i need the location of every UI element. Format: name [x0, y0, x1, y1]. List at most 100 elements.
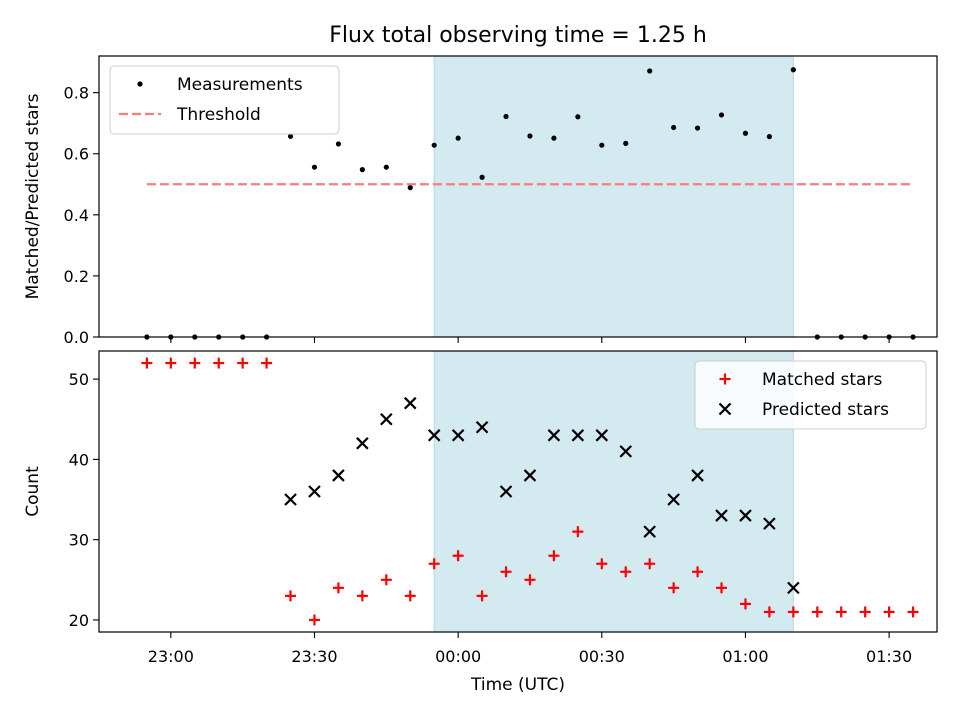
plot-frame	[98, 350, 938, 633]
x-marker-b	[356, 437, 369, 450]
y-tick-label: 0.2	[64, 267, 89, 286]
data-point	[407, 185, 413, 191]
data-point	[359, 167, 365, 173]
legend: Matched stars Predicted stars	[694, 360, 927, 430]
plus-marker	[835, 606, 847, 618]
x-marker	[475, 420, 489, 434]
x-marker-b	[763, 517, 776, 530]
legend-label: Measurements	[177, 75, 303, 95]
plus-marker	[787, 606, 799, 618]
data-point	[455, 135, 461, 141]
plot-frame	[98, 55, 938, 338]
data-point	[479, 174, 485, 180]
series-measurements	[144, 67, 916, 340]
series-matched-stars	[141, 357, 919, 626]
y-tick-label: 20	[69, 611, 89, 630]
x-axis-label: Time (UTC)	[470, 675, 565, 695]
plus-marker	[524, 574, 536, 586]
x-tick-label: 01:00	[722, 647, 768, 666]
legend-box	[109, 65, 340, 135]
plus-marker	[141, 357, 153, 369]
y-tick-label: 30	[69, 531, 89, 550]
y-tick-label: 0.8	[64, 84, 89, 103]
legend-dot-swatch	[137, 81, 143, 87]
x-marker	[787, 581, 800, 595]
data-point	[623, 140, 629, 146]
x-marker-b	[427, 429, 441, 442]
x-marker-b	[284, 493, 297, 506]
plus-marker	[452, 550, 464, 562]
x-marker	[499, 485, 513, 498]
x-marker	[571, 429, 585, 442]
plus-marker	[620, 566, 632, 578]
plus-marker	[548, 550, 560, 562]
data-point	[742, 130, 749, 136]
legend-label: Predicted stars	[762, 400, 889, 420]
y-tick-label: 0.4	[64, 206, 89, 225]
legend-label: Matched stars	[762, 370, 882, 390]
x-marker	[547, 429, 561, 442]
data-point	[766, 134, 773, 140]
x-marker-b	[643, 525, 656, 538]
x-marker-b	[380, 412, 393, 426]
y-axis-label: Count	[23, 466, 43, 517]
plus-marker	[332, 582, 344, 594]
y-tick-label: 40	[69, 450, 89, 469]
legend-label: Threshold	[176, 105, 261, 125]
plus-marker	[572, 526, 584, 538]
chart-title: Flux total observing time = 1.25 h	[329, 23, 707, 48]
x-marker	[308, 485, 321, 498]
x-marker-b	[451, 429, 465, 442]
data-point	[694, 125, 701, 131]
x-marker-b	[571, 429, 585, 442]
data-point	[671, 124, 677, 131]
x-marker	[380, 412, 393, 426]
data-point	[335, 141, 342, 147]
legend-box	[694, 360, 927, 430]
plus-marker	[213, 357, 225, 369]
y-tick-label: 0.6	[64, 145, 89, 164]
plus-marker	[380, 574, 392, 586]
x-marker	[763, 517, 776, 530]
data-point	[311, 164, 318, 170]
x-tick-label: 23:30	[291, 647, 337, 666]
plus-marker	[668, 582, 680, 594]
x-tick-label: 00:30	[579, 647, 625, 666]
data-point	[503, 113, 509, 120]
x-tick-label: 23:00	[148, 647, 194, 666]
x-marker	[356, 437, 369, 450]
x-marker	[643, 525, 656, 538]
x-marker	[403, 396, 417, 410]
x-marker	[691, 469, 704, 482]
plus-marker	[859, 606, 871, 618]
x-marker-b	[499, 485, 513, 498]
ratio-panel: 0.0 0.2 0.4 0.6 0.8 Matched/Predicted stars Me…	[23, 55, 938, 347]
x-marker	[595, 429, 609, 442]
plus-marker	[763, 606, 775, 618]
x-marker-b	[715, 509, 728, 522]
x-marker-b	[691, 469, 704, 482]
data-point	[790, 67, 796, 73]
x-marker-b	[308, 485, 321, 498]
plus-marker	[476, 590, 488, 602]
y-axis-label: Matched/Predicted stars	[23, 93, 43, 299]
x-marker	[427, 429, 441, 442]
data-point	[383, 164, 389, 170]
plus-marker	[237, 357, 249, 369]
count-panel: 20 30 40 50 23:00 23:30 00:00 00:30 01:00 01:30 Co…	[23, 350, 938, 666]
x-marker	[715, 509, 728, 522]
plus-marker	[716, 582, 728, 594]
plus-marker	[644, 558, 656, 570]
x-marker-b	[739, 509, 752, 522]
x-marker-b	[547, 429, 561, 442]
x-marker	[451, 429, 465, 442]
plus-marker	[308, 614, 320, 626]
x-marker-b	[787, 581, 800, 595]
x-marker	[619, 445, 633, 458]
x-marker	[332, 469, 345, 482]
x-marker-b	[667, 493, 680, 506]
plus-marker	[907, 606, 919, 618]
x-marker	[523, 469, 537, 482]
x-marker	[667, 493, 680, 506]
